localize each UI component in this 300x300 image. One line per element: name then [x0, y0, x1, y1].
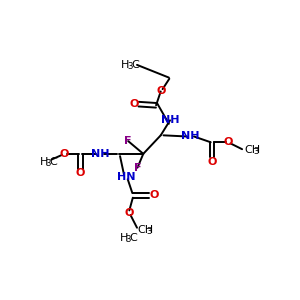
- Text: C: C: [131, 60, 139, 70]
- Text: H: H: [120, 233, 128, 243]
- Text: F: F: [124, 136, 132, 146]
- Text: 3: 3: [147, 227, 152, 236]
- Text: HN: HN: [117, 172, 135, 182]
- Text: O: O: [207, 157, 217, 167]
- Text: H: H: [121, 60, 130, 70]
- Text: C: C: [50, 157, 57, 167]
- Text: NH: NH: [91, 149, 110, 159]
- Text: F: F: [134, 163, 141, 173]
- Text: O: O: [149, 190, 158, 200]
- Text: NH: NH: [181, 131, 199, 142]
- Text: 3: 3: [254, 147, 259, 156]
- Text: O: O: [130, 99, 139, 109]
- Text: O: O: [156, 86, 165, 96]
- Text: O: O: [224, 137, 233, 147]
- Text: CH: CH: [137, 225, 154, 235]
- Text: H: H: [40, 157, 48, 167]
- Text: O: O: [59, 149, 69, 159]
- Text: CH: CH: [244, 145, 260, 155]
- Text: C: C: [130, 233, 138, 243]
- Text: 3: 3: [46, 158, 51, 167]
- Text: O: O: [125, 208, 134, 218]
- Text: 3: 3: [126, 235, 131, 244]
- Text: 3: 3: [127, 61, 133, 70]
- Text: NH: NH: [161, 115, 179, 125]
- Text: O: O: [76, 168, 85, 178]
